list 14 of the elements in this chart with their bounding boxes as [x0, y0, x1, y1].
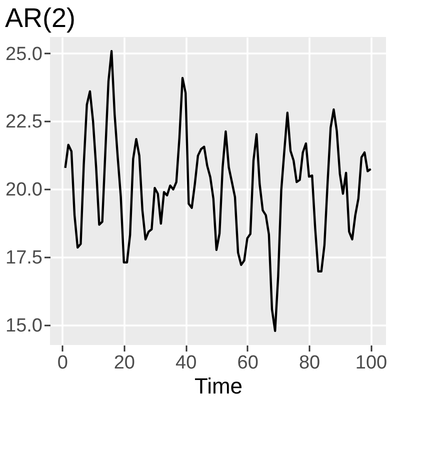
x-tick-label: 60 — [237, 352, 258, 374]
x-tick-label: 100 — [355, 352, 388, 374]
x-tick-label: 80 — [298, 352, 320, 374]
y-tick-label: 22.5 — [6, 112, 42, 133]
x-tick-label: 40 — [176, 352, 197, 374]
x-tick-label: 0 — [57, 352, 68, 374]
line-series — [64, 50, 372, 332]
y-tick-label: 15.0 — [6, 315, 42, 336]
y-tick-label: 20.0 — [6, 180, 42, 201]
chart-title: AR(2) — [5, 3, 76, 33]
x-tick-label: 20 — [114, 352, 135, 374]
y-tick-label: 17.5 — [6, 248, 42, 268]
y-tick-label: 25.0 — [6, 44, 42, 65]
x-axis-title: Time — [194, 374, 243, 398]
